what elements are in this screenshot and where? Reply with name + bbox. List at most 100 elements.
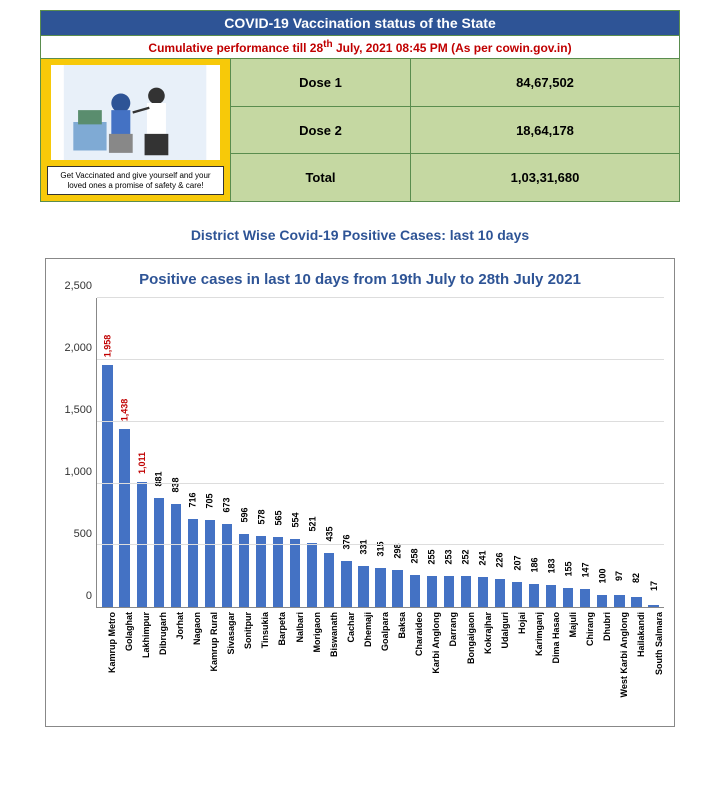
bar-slot: 226 — [491, 298, 508, 607]
x-label-slot: Darrang — [440, 608, 457, 718]
bar-slot: 331 — [355, 298, 372, 607]
promo-panel: Get Vaccinated and give yourself and you… — [41, 59, 231, 201]
bar — [171, 504, 181, 608]
bar — [461, 576, 471, 607]
bar-slot: 147 — [577, 298, 594, 607]
bar — [358, 566, 368, 607]
bar — [546, 585, 556, 608]
bar-slot: 258 — [406, 298, 423, 607]
bar — [563, 588, 573, 607]
bar-value: 298 — [393, 544, 403, 559]
bar-slot: 1,958 — [99, 298, 116, 607]
x-label-slot: Hailakandi — [628, 608, 645, 718]
bar-value: 578 — [256, 509, 266, 524]
bar-value: 253 — [444, 549, 454, 564]
bar-value: 554 — [290, 512, 300, 527]
bar-value: 705 — [205, 494, 215, 509]
y-tick: 2,000 — [64, 342, 92, 354]
x-label: South Salmara — [654, 612, 664, 675]
bar-value: 435 — [324, 527, 334, 542]
bar-slot: 435 — [321, 298, 338, 607]
bar — [290, 539, 300, 607]
bar — [222, 524, 232, 607]
bar-slot: 183 — [543, 298, 560, 607]
x-label-slot: Dhubri — [594, 608, 611, 718]
y-tick: 1,500 — [64, 404, 92, 416]
bar-value: 1,438 — [120, 399, 130, 422]
y-tick: 1,000 — [64, 466, 92, 478]
bar-slot: 1,011 — [133, 298, 150, 607]
bar-value: 97 — [614, 571, 624, 581]
bar-slot: 17 — [645, 298, 662, 607]
bar-slot: 1,438 — [116, 298, 133, 607]
bar — [529, 584, 539, 607]
bar-slot: 673 — [218, 298, 235, 607]
bar-slot: 155 — [560, 298, 577, 607]
bar-slot: 716 — [184, 298, 201, 607]
bar — [205, 520, 215, 607]
bar-value: 1,958 — [103, 335, 113, 358]
x-label-slot: Sivasagar — [218, 608, 235, 718]
bar — [188, 519, 198, 607]
bar — [102, 365, 112, 607]
bar-value: 155 — [563, 562, 573, 577]
bar-value: 17 — [649, 581, 659, 591]
x-label-slot: Barpeta — [269, 608, 286, 718]
bar-value: 376 — [341, 534, 351, 549]
bar-slot: 881 — [150, 298, 167, 607]
x-label-slot: Baksa — [389, 608, 406, 718]
bar-slot: 252 — [457, 298, 474, 607]
x-label-slot: Kamrup Rural — [201, 608, 218, 718]
x-label-slot: Charaideo — [406, 608, 423, 718]
bar-value: 881 — [154, 472, 164, 487]
bar-slot: 298 — [389, 298, 406, 607]
bar — [341, 561, 351, 607]
y-axis: 05001,0001,5002,0002,500 — [56, 298, 96, 608]
bar-slot: 255 — [423, 298, 440, 607]
x-label-slot: Jorhat — [166, 608, 183, 718]
bar — [427, 576, 437, 608]
bar-slot: 578 — [253, 298, 270, 607]
y-tick: 500 — [74, 528, 92, 540]
x-label-slot: Goalpara — [372, 608, 389, 718]
grid-line — [97, 544, 664, 545]
bar — [154, 498, 164, 607]
promo-caption: Get Vaccinated and give yourself and you… — [47, 166, 224, 195]
bar — [495, 579, 505, 607]
bar-value: 1,011 — [137, 452, 147, 474]
dose-label: Dose 1 — [231, 59, 411, 106]
bar-value: 147 — [580, 563, 590, 578]
bar-slot: 554 — [287, 298, 304, 607]
x-label-slot: Cachar — [337, 608, 354, 718]
bar-value: 82 — [631, 573, 641, 583]
dose-value: 1,03,31,680 — [411, 154, 679, 201]
bar-value: 186 — [529, 558, 539, 573]
bar-value: 565 — [273, 511, 283, 526]
x-label-slot: Lakhimpur — [132, 608, 149, 718]
x-label-slot: Sonitpur — [235, 608, 252, 718]
x-label-slot: West Karbi Anglong — [611, 608, 628, 718]
bar-slot: 82 — [628, 298, 645, 607]
section-heading: District Wise Covid-19 Positive Cases: l… — [40, 227, 680, 243]
x-label-slot: Nalbari — [286, 608, 303, 718]
x-label-slot: Dhemaji — [354, 608, 371, 718]
x-label-slot: Chirang — [577, 608, 594, 718]
bar — [392, 570, 402, 607]
bar — [273, 537, 283, 607]
page-subtitle: Cumulative performance till 28th July, 2… — [40, 36, 680, 59]
grid-line — [97, 359, 664, 360]
page-title: COVID-19 Vaccination status of the State — [40, 10, 680, 36]
x-label-slot: Udalguri — [491, 608, 508, 718]
x-label-slot: South Salmara — [645, 608, 662, 718]
bar-slot: 838 — [167, 298, 184, 607]
x-label-slot: Karimganj — [525, 608, 542, 718]
bar — [444, 576, 454, 607]
bar-value: 100 — [597, 568, 607, 583]
bar-slot: 705 — [201, 298, 218, 607]
dose-label: Total — [231, 154, 411, 201]
bar-value: 252 — [461, 550, 471, 565]
table-row: Total1,03,31,680 — [231, 154, 679, 201]
bar-value: 207 — [512, 555, 522, 570]
bar-value: 596 — [239, 507, 249, 522]
x-label-slot: Golaghat — [115, 608, 132, 718]
